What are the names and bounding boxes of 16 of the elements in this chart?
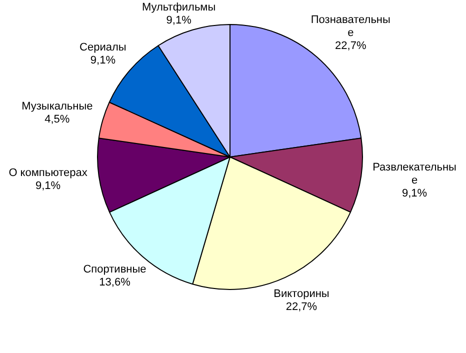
- slice-label: Сериалы: [80, 42, 126, 54]
- data-label: 9,1%: [166, 14, 192, 27]
- data-label: 9,1%: [90, 54, 116, 67]
- data-label: 9,1%: [35, 180, 61, 192]
- data-label: 4,5%: [44, 113, 70, 126]
- data-label: 13,6%: [99, 276, 131, 289]
- slice-label: Музыкальные: [22, 100, 93, 112]
- slice-label: Мультфильмы: [142, 2, 216, 14]
- slice-label: О компьютерах: [8, 166, 88, 179]
- data-label: 9,1%: [402, 187, 428, 200]
- data-label: 22,7%: [335, 40, 366, 52]
- slice-label: Спортивные: [83, 264, 146, 276]
- slice-label: Викторины: [274, 288, 330, 300]
- slice-label: Познавательные: [310, 14, 391, 40]
- data-label: 22,7%: [286, 300, 318, 313]
- slice-label: Развлекательные: [372, 161, 457, 186]
